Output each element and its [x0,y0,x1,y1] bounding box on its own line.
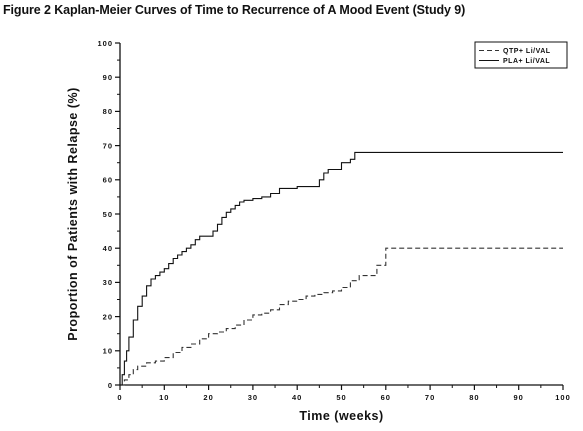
x-tick-label: 30 [248,393,258,402]
legend-label-2: PLA+ Li/VAL [503,58,550,65]
x-tick-label: 0 [117,393,122,402]
y-axis-ticks: 0 10 20 30 40 50 60 70 80 90 100 [97,39,120,390]
y-tick-label: 30 [103,278,113,287]
legend-box [474,41,568,69]
y-axis-title: Proportion of Patients with Relapse (%) [66,87,80,341]
y-tick-label: 70 [103,141,113,150]
figure-title: Figure 2 Kaplan-Meier Curves of Time to … [3,3,466,17]
x-tick-label: 10 [159,393,169,402]
x-tick-label: 70 [425,393,435,402]
x-tick-label: 20 [203,393,213,402]
y-tick-label: 50 [103,210,113,219]
y-tick-label: 100 [97,39,113,48]
x-axis-title: Time (weeks) [299,409,383,423]
series-layer [120,151,563,386]
x-tick-label: 100 [555,393,571,402]
legend: QTP+ Li/VAL PLA+ Li/VAL [474,41,568,69]
series-line-2 [120,151,563,386]
x-tick-label: 40 [292,393,302,402]
x-tick-label: 50 [336,393,346,402]
x-tick-label: 80 [469,393,479,402]
y-tick-label: 90 [103,73,113,82]
x-tick-label: 90 [514,393,524,402]
y-tick-label: 80 [103,107,113,116]
y-tick-label: 60 [103,176,113,185]
series-line-1 [120,247,563,386]
x-axis-ticks: 0 10 20 30 40 50 60 70 80 90 100 [117,385,570,402]
x-tick-label: 60 [381,393,391,402]
y-tick-label: 20 [103,312,113,321]
legend-label-1: QTP+ Li/VAL [503,48,551,55]
y-tick-label: 40 [103,244,113,253]
y-tick-label: 10 [103,347,113,356]
y-tick-label: 0 [108,381,113,390]
